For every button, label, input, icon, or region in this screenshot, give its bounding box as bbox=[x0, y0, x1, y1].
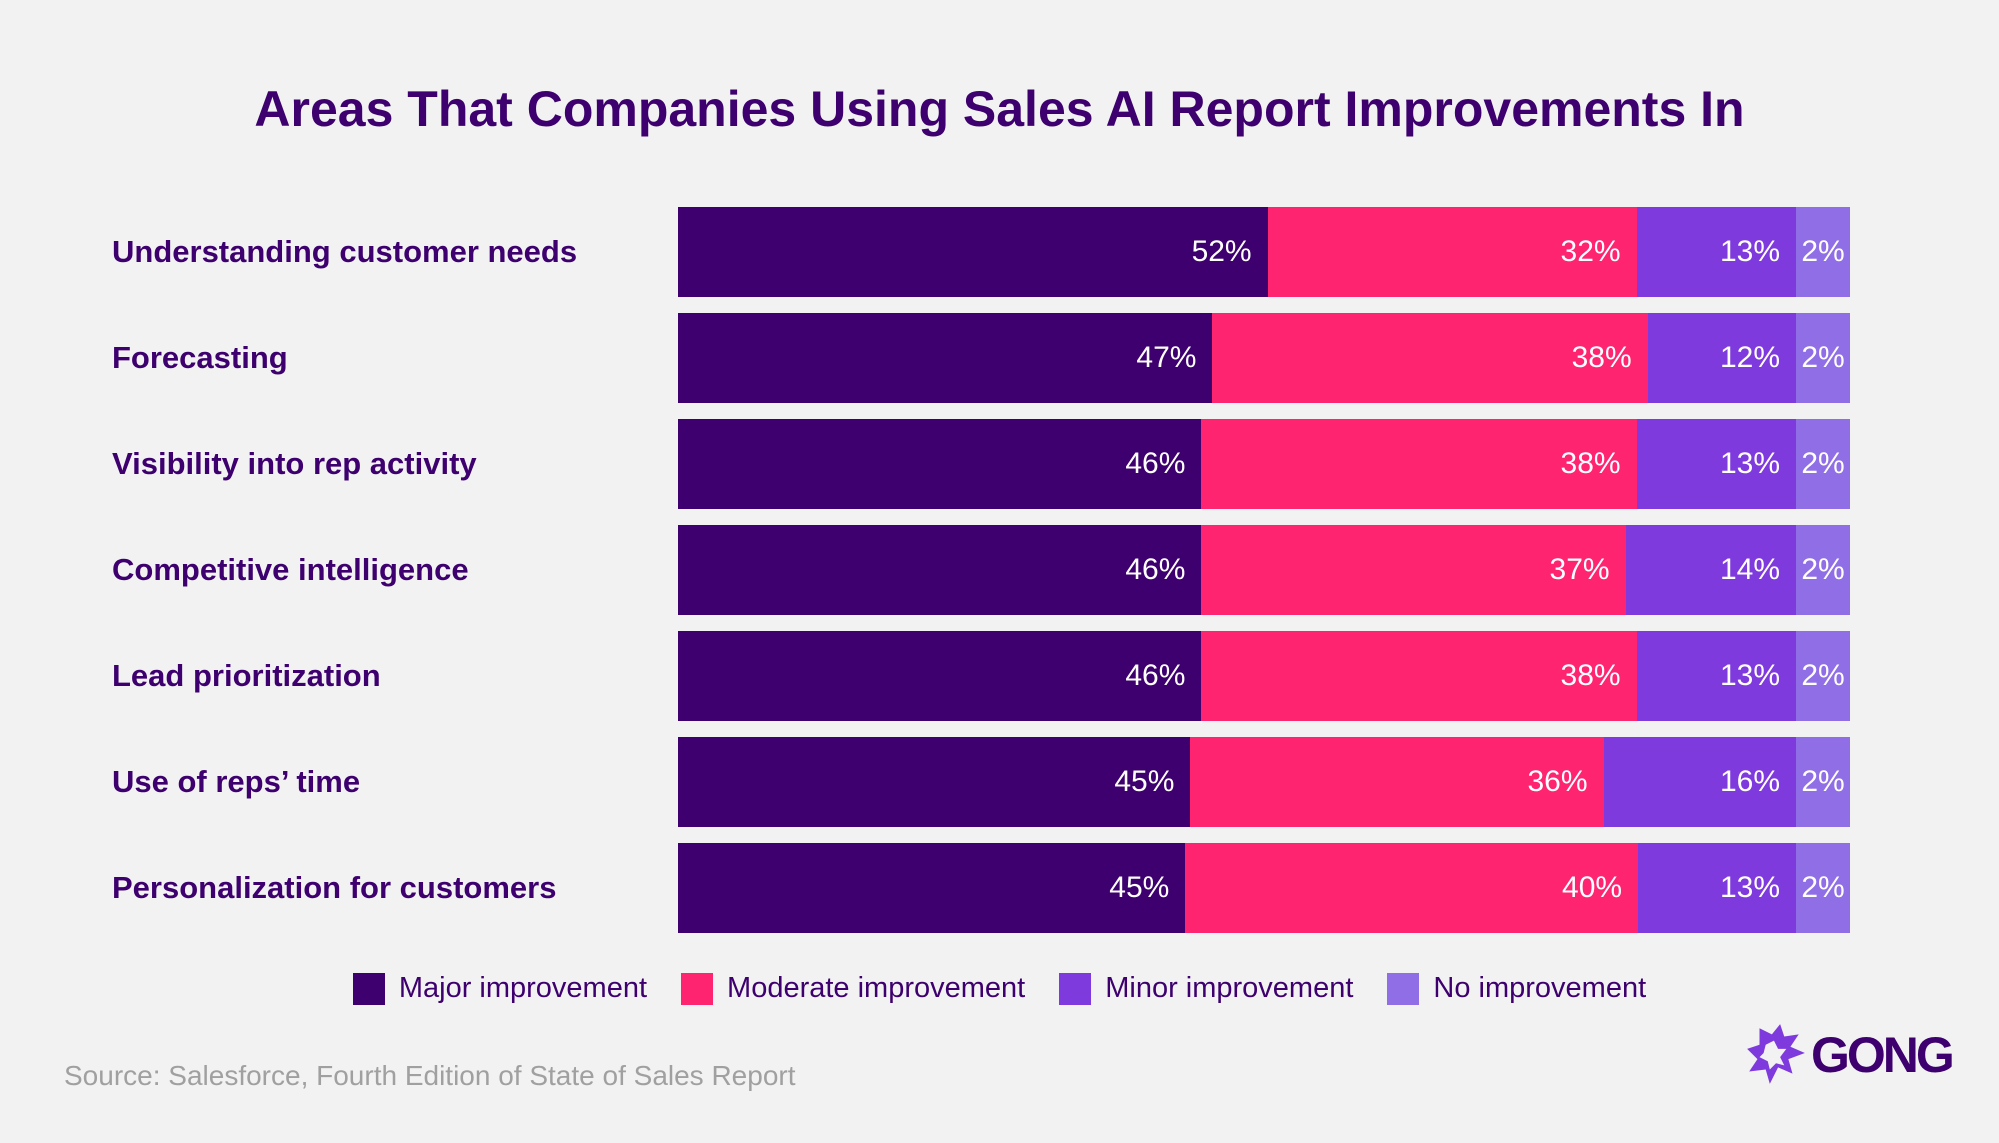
source-note: Source: Salesforce, Fourth Edition of St… bbox=[64, 1060, 796, 1091]
bar-segment-minor-improvement: 13% bbox=[1636, 419, 1796, 509]
chart-row: Lead prioritization 46% 38% 13% 2% bbox=[0, 631, 1999, 721]
bar-segment-major-improvement: 46% bbox=[678, 419, 1202, 509]
gong-logo: GONG bbox=[1745, 1022, 1955, 1088]
bar-segment-no-improvement: 2% bbox=[1796, 631, 1850, 721]
legend-item: Moderate improvement bbox=[681, 972, 1025, 1005]
bar-segment-minor-improvement: 13% bbox=[1638, 843, 1796, 933]
legend-item: No improvement bbox=[1387, 972, 1646, 1005]
category-label: Competitive intelligence bbox=[112, 552, 469, 587]
chart-row: Competitive intelligence 46% 37% 14% 2% bbox=[0, 525, 1999, 615]
bar-segment-major-improvement: 47% bbox=[678, 313, 1213, 403]
bar-segment-minor-improvement: 13% bbox=[1636, 207, 1796, 297]
bar-segment-major-improvement: 45% bbox=[678, 843, 1186, 933]
bar-segment-major-improvement: 46% bbox=[678, 631, 1202, 721]
bar-segment-no-improvement: 2% bbox=[1796, 419, 1850, 509]
stacked-bar: 52% 32% 13% 2% bbox=[678, 207, 1850, 297]
chart-row: Forecasting 47% 38% 12% 2% bbox=[0, 313, 1999, 403]
category-label: Visibility into rep activity bbox=[112, 446, 477, 481]
chart-row: Visibility into rep activity 46% 38% 13% 2% bbox=[0, 419, 1999, 509]
stacked-bar: 46% 38% 13% 2% bbox=[678, 419, 1850, 509]
chart-row: Understanding customer needs 52% 32% 13% 2% bbox=[0, 207, 1999, 297]
bar-segment-moderate-improvement: 37% bbox=[1201, 525, 1626, 615]
legend-item: Minor improvement bbox=[1059, 972, 1353, 1005]
category-label: Forecasting bbox=[112, 340, 288, 375]
bar-segment-minor-improvement: 14% bbox=[1625, 525, 1796, 615]
chart-title: Areas That Companies Using Sales AI Repo… bbox=[254, 81, 1745, 137]
stacked-bar: 46% 37% 14% 2% bbox=[678, 525, 1850, 615]
stacked-bar: 46% 38% 13% 2% bbox=[678, 631, 1850, 721]
legend-label: Moderate improvement bbox=[727, 972, 1026, 1004]
bar-segment-minor-improvement: 16% bbox=[1603, 737, 1796, 827]
bar-segment-major-improvement: 45% bbox=[678, 737, 1191, 827]
bar-segment-moderate-improvement: 36% bbox=[1190, 737, 1604, 827]
bar-segment-no-improvement: 2% bbox=[1796, 313, 1850, 403]
chart-row: Use of reps’ time 45% 36% 16% 2% bbox=[0, 737, 1999, 827]
bar-segment-no-improvement: 2% bbox=[1796, 843, 1850, 933]
legend-item: Major improvement bbox=[352, 972, 648, 1005]
legend-swatch bbox=[1059, 972, 1092, 1005]
legend: Major improvement Moderate improvement Min… bbox=[0, 972, 1999, 1005]
bar-segment-moderate-improvement: 38% bbox=[1212, 313, 1648, 403]
bar-segment-moderate-improvement: 40% bbox=[1185, 843, 1639, 933]
bar-segment-no-improvement: 2% bbox=[1796, 737, 1850, 827]
category-label: Lead prioritization bbox=[112, 658, 381, 693]
legend-swatch bbox=[681, 972, 714, 1005]
category-label: Personalization for customers bbox=[112, 870, 557, 905]
legend-label: Major improvement bbox=[398, 972, 648, 1004]
bar-segment-minor-improvement: 13% bbox=[1636, 631, 1796, 721]
bar-segment-moderate-improvement: 38% bbox=[1201, 419, 1637, 509]
bar-segment-major-improvement: 46% bbox=[678, 525, 1202, 615]
legend-label: Minor improvement bbox=[1105, 972, 1354, 1004]
stacked-bar: 45% 36% 16% 2% bbox=[678, 737, 1850, 827]
category-label: Understanding customer needs bbox=[112, 234, 578, 269]
legend-label: No improvement bbox=[1433, 972, 1647, 1004]
chart-row: Personalization for customers 45% 40% 13% 2% bbox=[0, 843, 1999, 933]
stacked-bar: 45% 40% 13% 2% bbox=[678, 843, 1850, 933]
category-label: Use of reps’ time bbox=[112, 764, 361, 799]
legend-swatch bbox=[352, 972, 385, 1005]
bar-segment-moderate-improvement: 32% bbox=[1267, 207, 1637, 297]
gong-starburst-icon bbox=[1747, 1024, 1805, 1084]
legend-swatch bbox=[1387, 972, 1420, 1005]
bar-segment-minor-improvement: 12% bbox=[1647, 313, 1796, 403]
stacked-bar: 47% 38% 12% 2% bbox=[678, 313, 1850, 403]
bar-segment-no-improvement: 2% bbox=[1796, 207, 1850, 297]
bar-segment-major-improvement: 52% bbox=[678, 207, 1268, 297]
logo-text: GONG bbox=[1811, 1027, 1955, 1083]
bar-segment-no-improvement: 2% bbox=[1796, 525, 1850, 615]
bar-segment-moderate-improvement: 38% bbox=[1201, 631, 1637, 721]
